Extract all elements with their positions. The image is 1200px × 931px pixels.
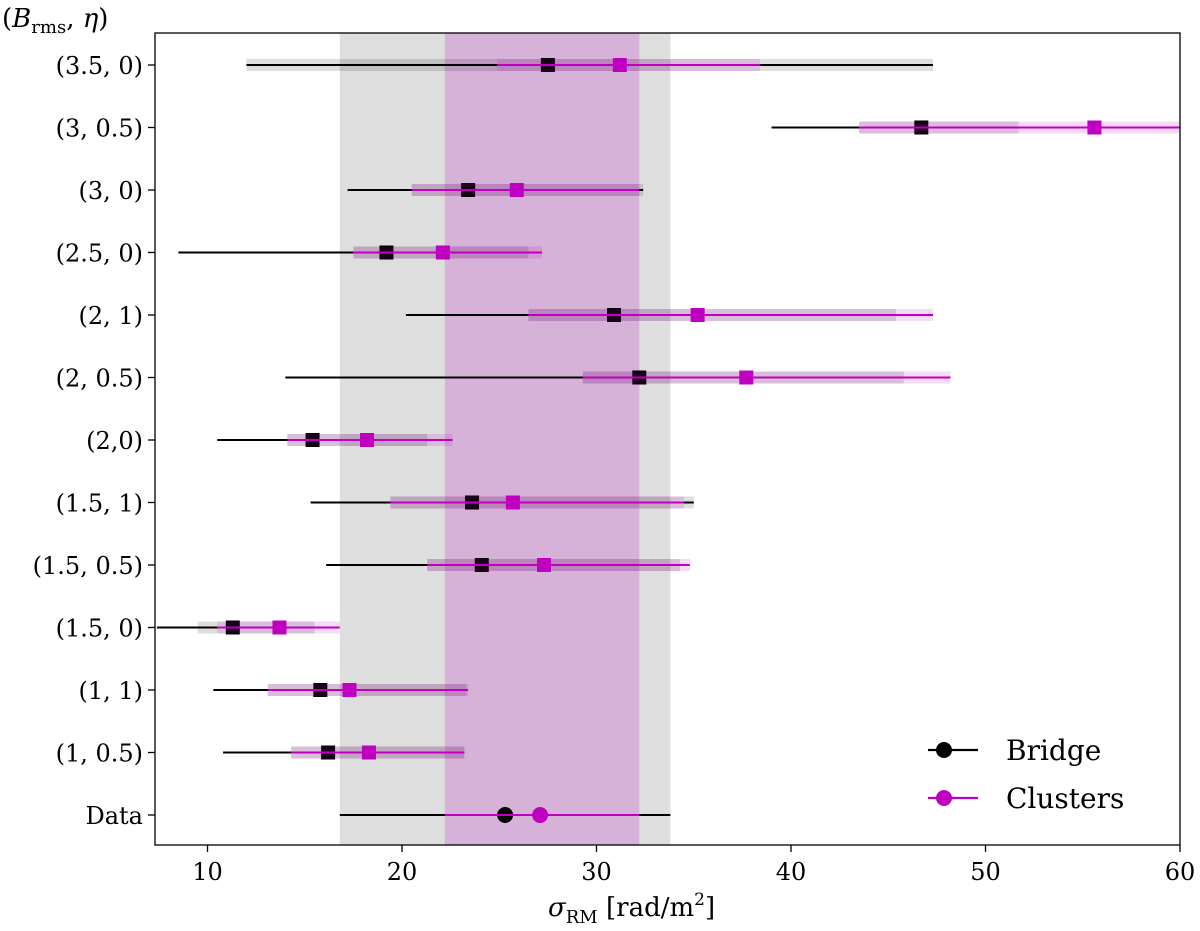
y-tick-label: Data [85,802,143,830]
y-tick-label: (3, 0.5) [56,115,143,143]
y-tick-label: (1.5, 1) [56,490,143,518]
legend-clusters-marker [936,790,952,806]
y-tick-label: (2.5, 0) [56,240,143,268]
clusters-point [342,683,357,697]
clusters-point [505,495,520,510]
series-clusters [217,58,1180,823]
y-axis-title: (Brms, η) [2,4,108,38]
legend-entry-clusters: Clusters [928,782,1124,815]
x-tick-label: 10 [192,858,223,886]
legend-bridge-marker [936,742,952,758]
y-tick-label: (2,0) [86,427,143,455]
clusters-point [360,433,375,447]
clusters-point [1087,120,1102,135]
y-axis: (3.5, 0) (3, 0.5) (3, 0) (2.5, 0) (2, 1) (2, … [33,52,155,830]
y-tick-label: (1, 0.5) [56,740,143,768]
x-tick-label: 30 [581,858,612,886]
plot-frame [154,32,1181,846]
legend-entry-bridge: Bridge [928,734,1101,767]
clusters-point [612,58,627,72]
y-tick-label: (2, 0.5) [56,365,143,393]
clusters-point [361,745,376,760]
data-bands [339,33,671,845]
clusters-point [272,620,287,635]
y-tick-label: (1.5, 0.5) [33,552,143,580]
x-tick-label: 50 [970,858,1001,886]
x-tick-label: 40 [776,858,807,886]
series-layer [156,58,1180,823]
y-tick-label: (2, 1) [78,302,143,330]
x-tick-label: 60 [1165,858,1196,886]
x-tick-label: 20 [387,858,418,886]
legend-label-bridge: Bridge [1006,734,1101,767]
y-tick-label: (1.5, 0) [56,615,143,643]
y-tick-label: (3.5, 0) [56,52,143,80]
clusters-point [739,370,754,385]
clusters-point [690,308,705,322]
legend-label-clusters: Clusters [1006,782,1124,815]
y-tick-label: (3, 0) [78,177,143,205]
x-axis: 10 20 30 40 50 60 [192,845,1195,886]
band-clusters [444,33,640,845]
clusters-point [509,183,524,197]
clusters-point [435,245,450,260]
legend: Bridge Clusters [928,734,1124,815]
clusters-point [536,558,551,572]
clusters-data-point [532,807,549,823]
x-axis-title: σRM [rad/m2] [548,890,715,928]
y-tick-label: (1, 1) [78,677,143,705]
